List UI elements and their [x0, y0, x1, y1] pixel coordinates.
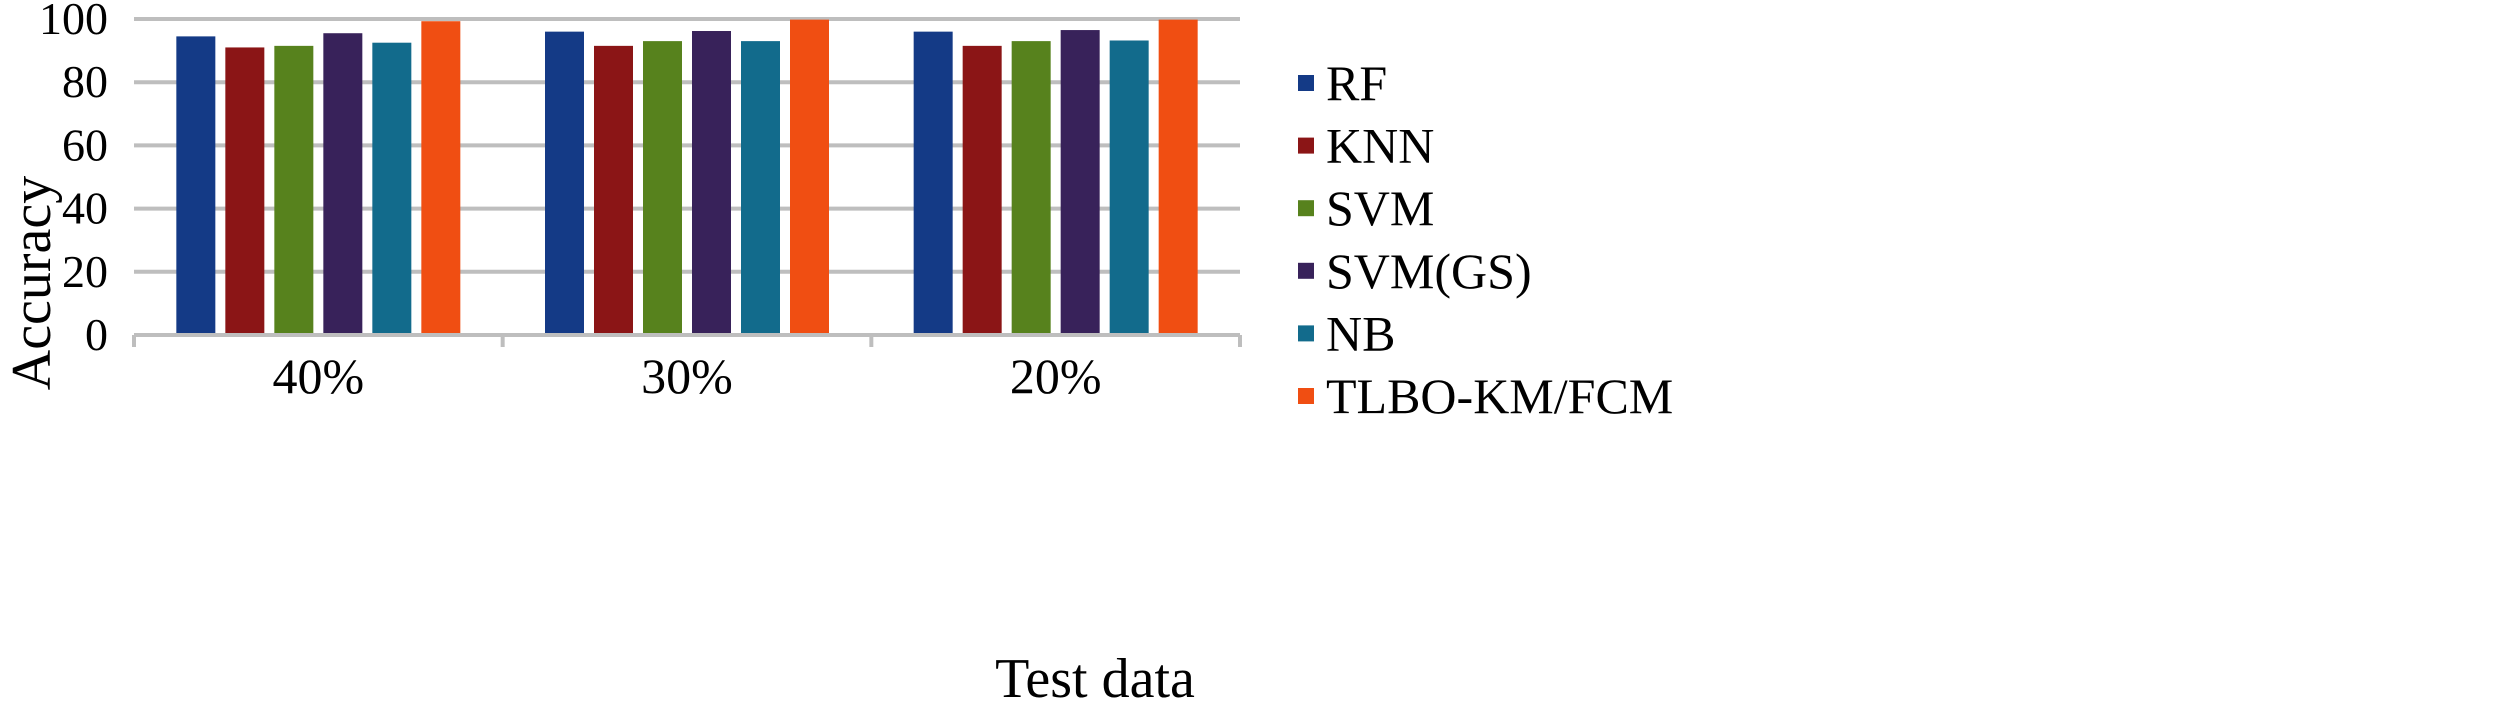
y-tick-label: 20	[62, 246, 108, 297]
bar-knn-1	[594, 45, 633, 336]
bar-knn-2	[962, 45, 1002, 336]
x-category-labels: 40% 30% 20%	[273, 348, 1102, 404]
x-axis-title: Test data	[995, 648, 1195, 710]
bar-tlbo-km-fcm-1	[790, 19, 829, 336]
y-tick-label: 0	[85, 309, 108, 360]
x-category-label: 40%	[273, 348, 365, 404]
bar-rf-0	[176, 36, 216, 335]
bar-svm-2	[1011, 41, 1051, 336]
bar-rf-2	[913, 31, 953, 335]
y-tick-labels: 0 20 40 60 80 100	[39, 0, 108, 360]
axes	[132, 333, 1242, 347]
bar-svm-gs--2	[1060, 30, 1100, 336]
y-tick-label: 100	[39, 0, 108, 44]
legend-label: SVM	[1326, 180, 1434, 236]
bar-nb-2	[1109, 40, 1149, 335]
y-tick-label: 40	[62, 183, 108, 234]
x-category-label: 30%	[641, 348, 733, 404]
legend-swatch	[1298, 137, 1314, 154]
bar-tlbo-km-fcm-2	[1158, 19, 1198, 336]
legend-swatch	[1298, 75, 1314, 91]
x-category-label: 20%	[1010, 348, 1102, 404]
bar-tlbo-km-fcm-0	[421, 21, 461, 335]
bars	[176, 19, 1198, 336]
bar-svm-gs--0	[323, 33, 363, 335]
legend: RF KNN SVM SVM(GS) NB TLBO-KM/FCM	[1298, 55, 1673, 424]
legend-label: RF	[1326, 55, 1387, 111]
y-axis-title: Accuracy	[1, 176, 63, 391]
bar-nb-0	[372, 42, 412, 335]
legend-swatch	[1298, 262, 1314, 279]
y-tick-label: 60	[62, 119, 108, 170]
bar-svm-0	[274, 45, 314, 336]
y-tick-label: 80	[62, 56, 108, 107]
legend-label: KNN	[1326, 118, 1434, 174]
legend-label: TLBO-KM/FCM	[1326, 368, 1673, 424]
bar-svm-1	[643, 41, 682, 336]
legend-swatch	[1298, 388, 1314, 404]
legend-label: SVM(GS)	[1326, 243, 1532, 299]
bar-rf-1	[545, 31, 584, 335]
bar-svm-gs--1	[692, 31, 731, 336]
legend-swatch	[1298, 200, 1314, 217]
legend-swatch	[1298, 325, 1314, 342]
bar-knn-0	[225, 47, 265, 335]
bar-nb-1	[741, 41, 780, 336]
gridlines	[134, 17, 1240, 274]
legend-label: NB	[1326, 305, 1395, 361]
